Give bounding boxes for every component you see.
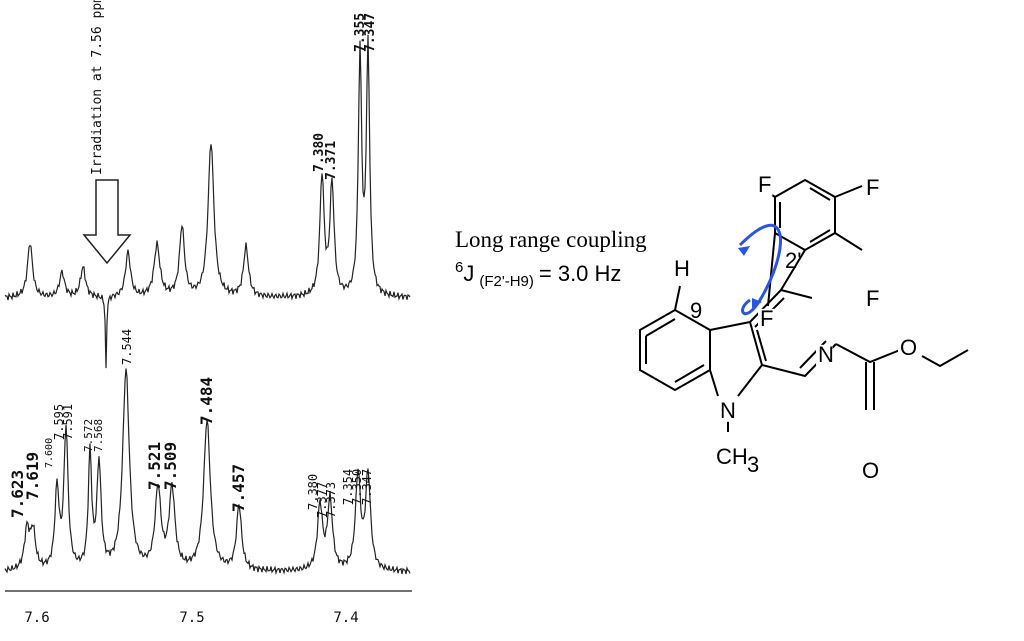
atom-mask <box>756 174 773 196</box>
peak-label: 7.347 <box>360 469 374 505</box>
benzene-ring <box>639 308 711 392</box>
x-tick-label: 7.5 <box>179 610 204 626</box>
peak-label: 7.484 <box>197 377 216 425</box>
atom-label: F <box>866 286 879 311</box>
atom-label: F <box>760 306 773 331</box>
atom-label: F <box>866 175 879 200</box>
irradiation-arrow <box>82 179 132 265</box>
atom-mask <box>672 258 689 280</box>
coupling-text: 6J (F2'-H9) = 3.0 Hz <box>455 259 621 290</box>
atom-mask <box>714 446 743 468</box>
atom-label: O <box>862 458 879 483</box>
atom-mask <box>816 344 833 366</box>
peak-label: 7.347 <box>363 13 378 52</box>
spectrum-trace-bottom <box>4 368 411 576</box>
spectrum-trace-top <box>4 34 411 369</box>
value: = 3.0 Hz <box>539 261 622 286</box>
peak-label: 7.591 <box>61 404 75 440</box>
peak-label: 7.521 <box>145 442 164 490</box>
pyrrole-ring <box>709 321 763 397</box>
x-tick-label: 7.4 <box>333 610 358 626</box>
peak-label: 7.619 <box>23 452 42 500</box>
peak-label: 7.373 <box>324 482 338 518</box>
aryl-ring <box>774 178 836 291</box>
atom-mask <box>864 177 881 199</box>
molecule: F F F F H9 2' N N CH 3 O O <box>639 172 969 483</box>
peak-label: 7.380 <box>306 474 320 510</box>
irradiation-label: Irradiation at 7.56 ppm <box>90 0 105 175</box>
peak-label: 7.377 <box>315 482 329 518</box>
atom-label: O <box>900 335 917 360</box>
atom-label: F <box>758 172 771 197</box>
ester-bonds <box>835 343 969 410</box>
atom-label: 2' <box>785 248 801 273</box>
annotation-line: Long range coupling <box>455 227 647 252</box>
atom-label: 9 <box>690 298 702 323</box>
peak-label: 7.595 <box>52 404 66 440</box>
peak-label: 7.371 <box>324 141 339 180</box>
atom-mask <box>758 308 775 330</box>
x-tick-label: 7.6 <box>24 610 49 626</box>
peak-label: 7.350 <box>350 469 364 505</box>
symbol: J <box>463 261 474 286</box>
peak-label: 7.572 <box>82 419 95 452</box>
peak-label: 7.355 <box>353 13 368 52</box>
peak-label: 7.600 <box>44 438 55 468</box>
atom-label: CH <box>716 444 748 469</box>
peak-label: 7.509 <box>161 442 180 490</box>
coupling-arrow <box>738 223 782 316</box>
atom-mask <box>898 337 915 359</box>
atom-mask <box>864 288 881 310</box>
peak-label: 7.457 <box>229 464 248 512</box>
atom-label: N <box>818 342 834 367</box>
arrow-heads <box>738 246 762 308</box>
atom-label: 3 <box>747 452 759 477</box>
atom-mask <box>718 400 735 422</box>
superscript: 6 <box>455 259 463 276</box>
peak-label: 7.380 <box>312 133 327 172</box>
subscript: (F2'-H9) <box>479 273 534 290</box>
peak-label: 7.544 <box>120 329 134 365</box>
atom-label: N <box>720 398 736 423</box>
peak-label: 7.354 <box>341 469 355 505</box>
atom-mask <box>860 460 877 482</box>
peak-label: 7.568 <box>92 419 105 452</box>
peak-label: 7.623 <box>8 470 27 518</box>
atom-label: H <box>674 256 690 281</box>
